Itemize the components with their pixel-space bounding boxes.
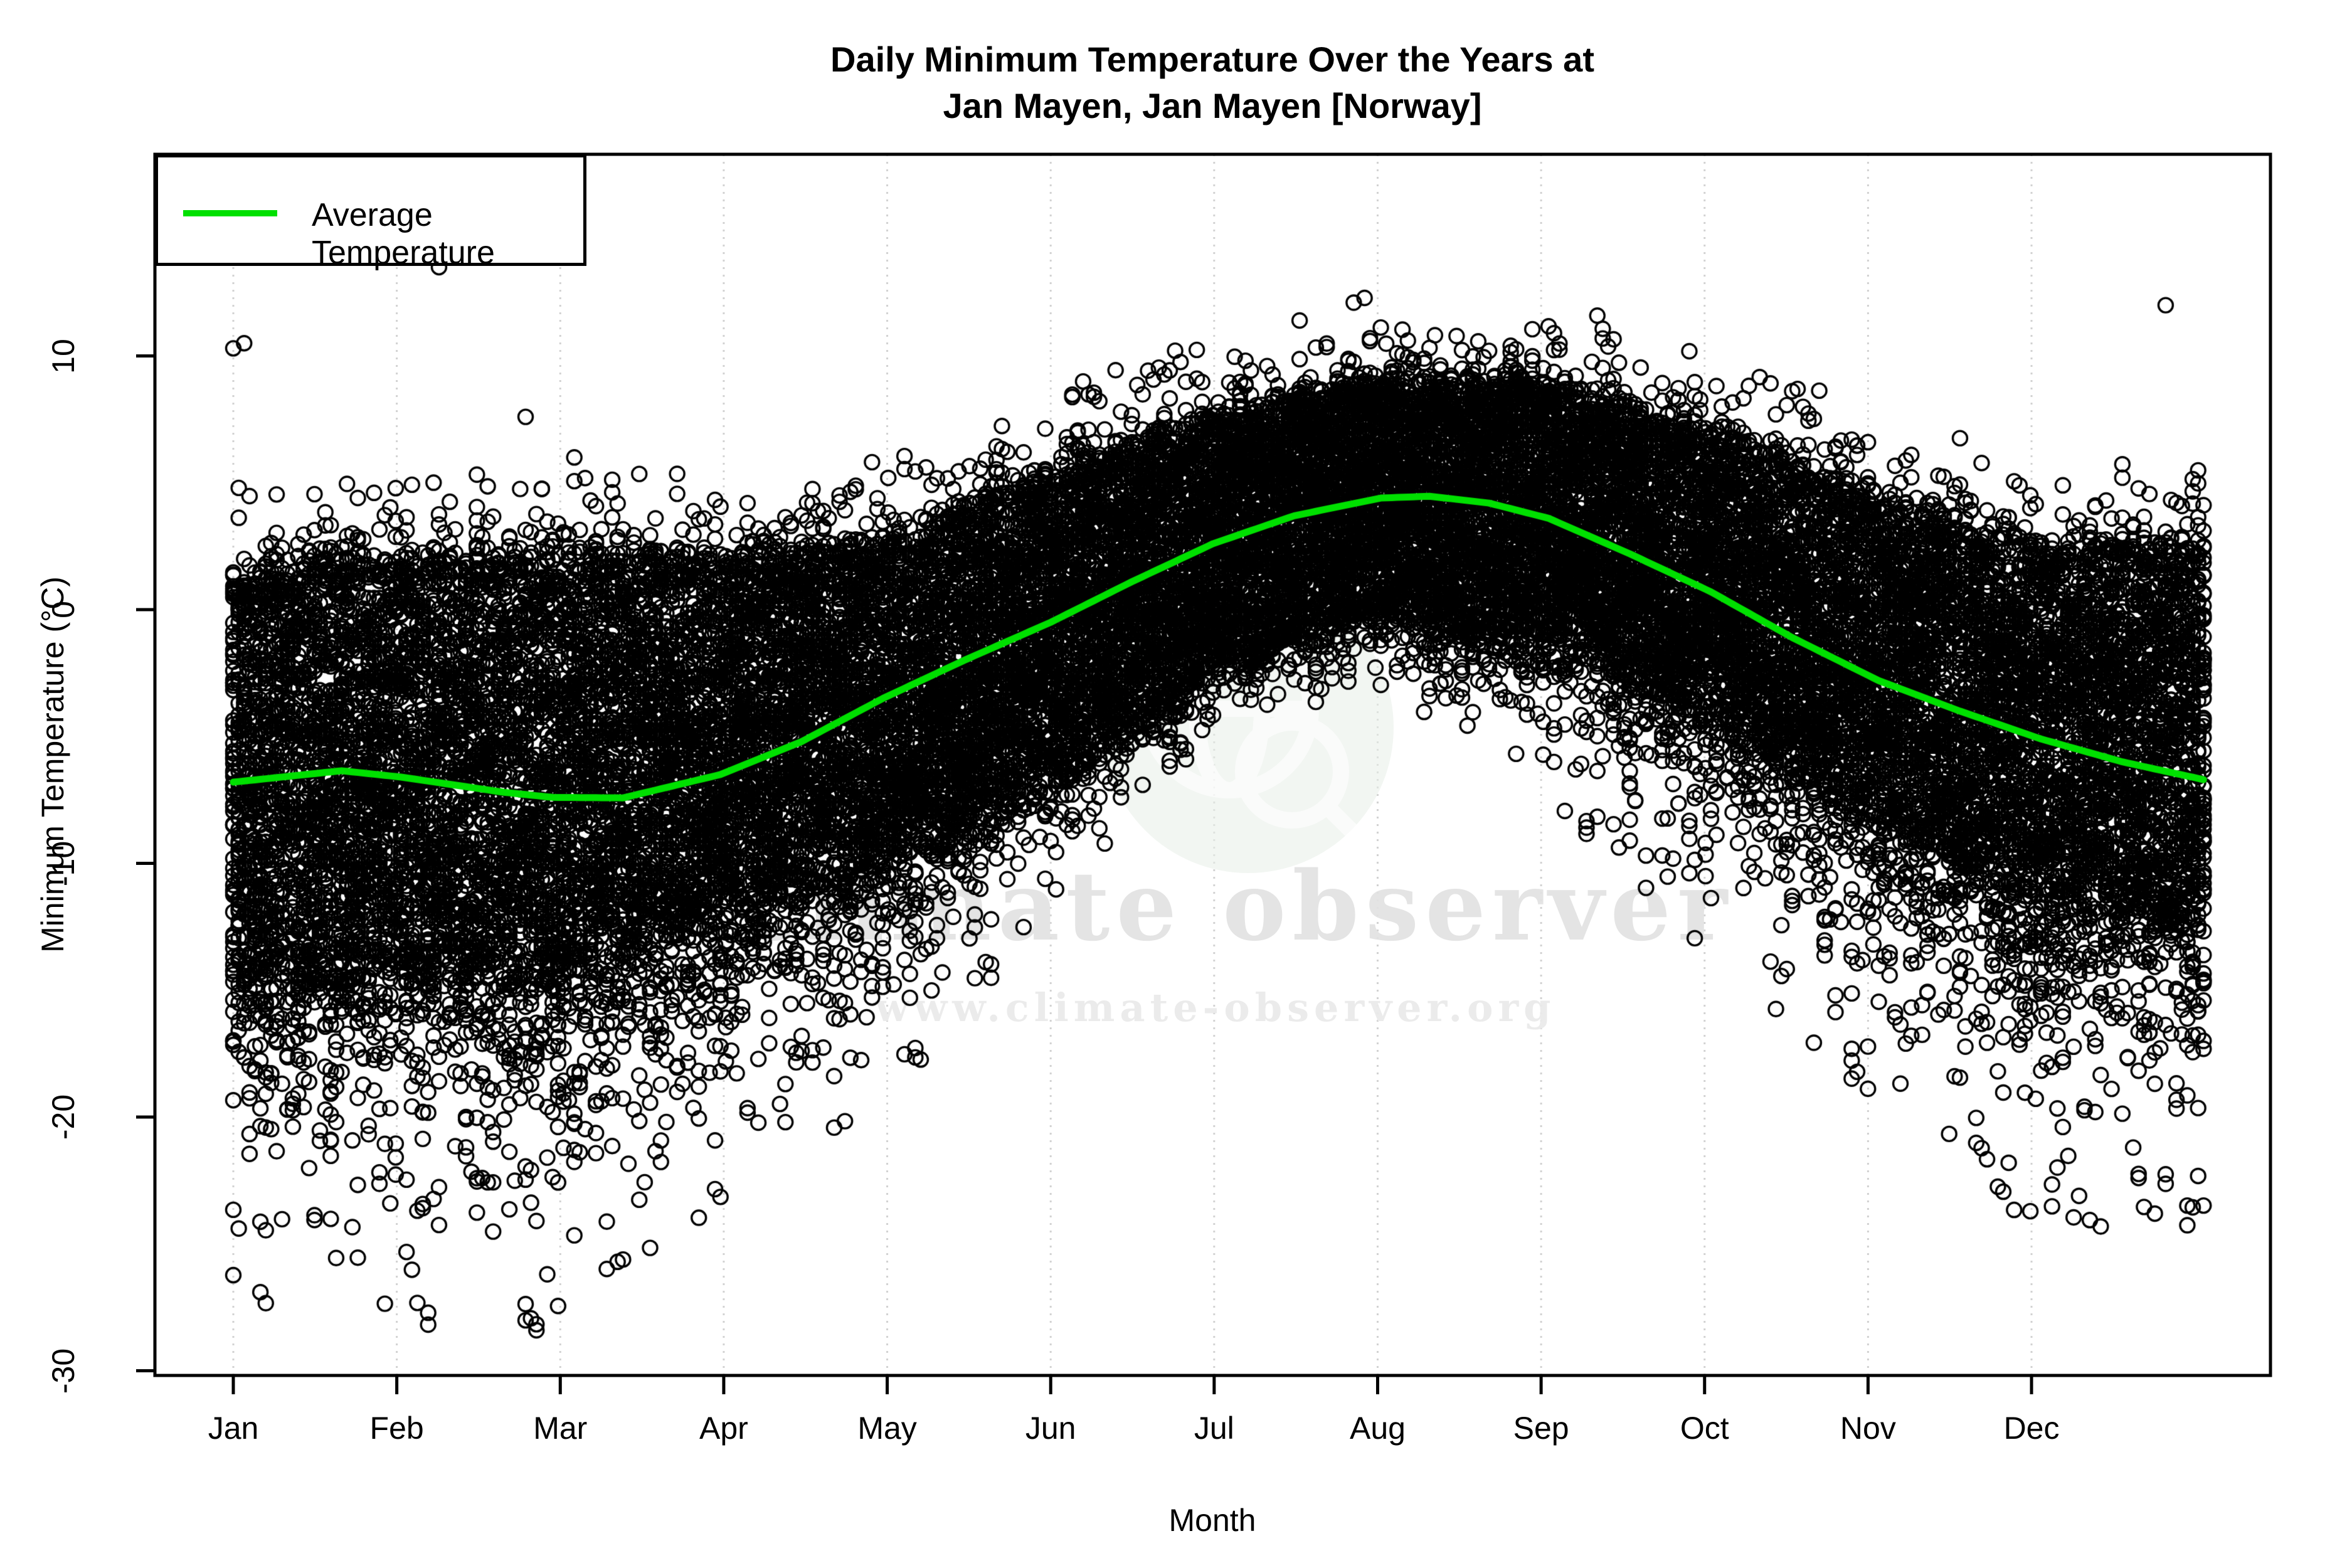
scatter-plot-canvas <box>155 154 2270 1375</box>
x-tick-label-mar: Mar <box>533 1411 588 1446</box>
x-tick-label-apr: Apr <box>699 1411 748 1446</box>
y-axis-title: Minimum Temperature (°C) <box>35 576 70 953</box>
x-tick-label-jul: Jul <box>1194 1411 1234 1446</box>
legend-box: Average Temperature <box>155 154 586 271</box>
x-tick-label-jun: Jun <box>1025 1411 1076 1446</box>
legend-line-sample <box>183 210 277 216</box>
x-tick-label-feb: Feb <box>369 1411 424 1446</box>
x-axis-title: Month <box>1168 1503 1256 1538</box>
x-tick-label-nov: Nov <box>1840 1411 1896 1446</box>
x-tick-label-jan: Jan <box>208 1411 259 1446</box>
x-tick-label-may: May <box>857 1411 917 1446</box>
chart-title-line-1: Daily Minimum Temperature Over the Years… <box>830 40 1594 79</box>
legend-label: Average Temperature <box>312 197 495 271</box>
y-tick-label--30: -30 <box>46 1348 81 1394</box>
chart-title-line-2: Jan Mayen, Jan Mayen [Norway] <box>943 86 1482 125</box>
x-tick-label-aug: Aug <box>1349 1411 1406 1446</box>
x-tick-label-dec: Dec <box>2003 1411 2060 1446</box>
x-tick-label-sep: Sep <box>1513 1411 1569 1446</box>
x-tick-label-oct: Oct <box>1680 1411 1729 1446</box>
